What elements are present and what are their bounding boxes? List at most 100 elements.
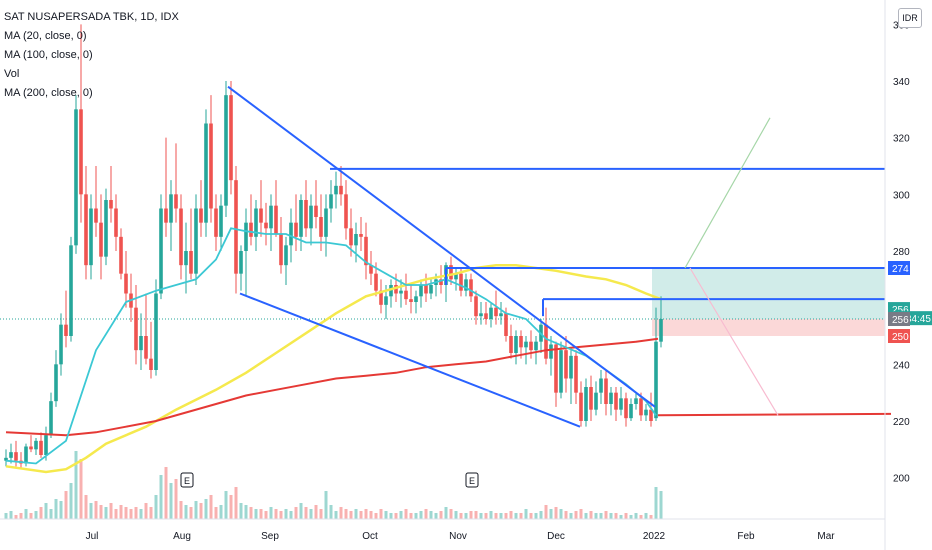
candle-body (59, 324, 63, 365)
candle-body (644, 409, 648, 416)
volume-bar (279, 511, 283, 519)
candle-body (124, 273, 128, 294)
candle-body (589, 387, 593, 410)
volume-bar (344, 509, 348, 519)
candle-body (419, 285, 423, 297)
candle-body (464, 279, 468, 291)
volume-bar (234, 487, 238, 519)
volume-bar (414, 513, 418, 519)
earnings-marker-label: E (469, 476, 475, 486)
candle-body (269, 205, 273, 229)
candle-body (189, 251, 193, 274)
volume-bar (584, 513, 588, 519)
volume-bar (614, 513, 618, 519)
price-tick-label: 220 (893, 417, 910, 428)
volume-bar (599, 513, 603, 519)
volume-bar (194, 501, 198, 519)
volume-bar (34, 511, 38, 519)
candle-body (604, 378, 608, 404)
ma-200-line (5, 337, 659, 437)
volume-bar (379, 509, 383, 519)
volume-bar (629, 515, 633, 519)
candle-body (559, 350, 563, 393)
time-tick-label: Aug (173, 531, 191, 542)
candle-body (639, 398, 643, 416)
candle-body (89, 208, 93, 266)
candle-body (479, 313, 483, 317)
candle-body (504, 313, 508, 336)
volume-bar (199, 503, 203, 519)
candle-body (614, 392, 618, 410)
candle-body (459, 273, 463, 291)
candle-body (144, 336, 148, 359)
volume-bar (4, 513, 8, 519)
candle-body (244, 222, 248, 251)
volume-bar (204, 499, 208, 519)
volume-bar (164, 467, 168, 519)
volume-bar (434, 513, 438, 519)
legend-ma-100[interactable]: MA (100, close, 0) (4, 49, 93, 61)
legend-ma-200[interactable]: MA (200, close, 0) (4, 87, 93, 99)
candle-body (204, 123, 208, 223)
symbol-title[interactable]: SAT NUSAPERSADA TBK, 1D, IDX (4, 11, 179, 23)
lower-trendline (239, 292, 581, 428)
candle-body (344, 194, 348, 229)
volume-bar (429, 511, 433, 519)
earnings-marker-box (180, 472, 194, 488)
time-tick-label: Jul (86, 531, 99, 542)
currency-badge[interactable]: IDR (898, 8, 922, 28)
volume-bar (139, 509, 143, 519)
trend-drawings (227, 85, 885, 428)
candle-body (659, 319, 663, 342)
volume-bar (214, 507, 218, 519)
candle-body (164, 208, 168, 223)
volume-bar (339, 507, 343, 519)
volume-bar (519, 513, 523, 519)
candle-body (279, 234, 283, 266)
legend-volume[interactable]: Vol (4, 68, 20, 80)
legend-ma-20[interactable]: MA (20, close, 0) (4, 30, 87, 42)
moving-averages (5, 227, 892, 474)
candle-body (34, 440, 38, 450)
time-tick-label: Feb (737, 531, 755, 542)
candle-body (454, 273, 458, 280)
candle-body (334, 185, 338, 195)
volume-bar (159, 475, 163, 519)
volume-bar (389, 513, 393, 519)
volume-bar (444, 507, 448, 519)
volume-bar (129, 509, 133, 519)
price-tag-label: 256 (892, 305, 909, 316)
candle-body (484, 313, 488, 319)
time-axis[interactable]: Jul Aug Sep Oct Nov Dec 2022 Feb Mar (86, 531, 836, 542)
candle-body (474, 296, 478, 317)
price-tag (888, 261, 910, 275)
volume-bar (579, 509, 583, 519)
volume-bar (39, 507, 43, 519)
time-tick-label: Oct (362, 531, 378, 542)
candle-body (414, 296, 418, 302)
volume-bar (304, 507, 308, 519)
volume-bars (4, 451, 663, 519)
candle-body (339, 185, 343, 195)
volume-bar (484, 513, 488, 519)
candle-body (209, 123, 213, 209)
candle-body (264, 222, 268, 229)
candle-body (379, 290, 383, 305)
candle-body (284, 245, 288, 266)
candle-body (499, 313, 503, 317)
time-tick-label: Dec (547, 531, 565, 542)
candle-body (259, 208, 263, 223)
price-tick-label: 280 (893, 247, 910, 258)
volume-bar (439, 511, 443, 519)
volume-bar (59, 501, 63, 519)
candle-body (24, 446, 28, 464)
candle-body (44, 435, 48, 455)
volume-bar (454, 511, 458, 519)
volume-bar (29, 513, 33, 519)
volume-bar (479, 513, 483, 519)
volume-bar (174, 479, 178, 519)
candle-body (534, 341, 538, 351)
price-axis[interactable]: 360340320300280260240220200 (893, 20, 910, 484)
upper-trendline (227, 85, 656, 408)
